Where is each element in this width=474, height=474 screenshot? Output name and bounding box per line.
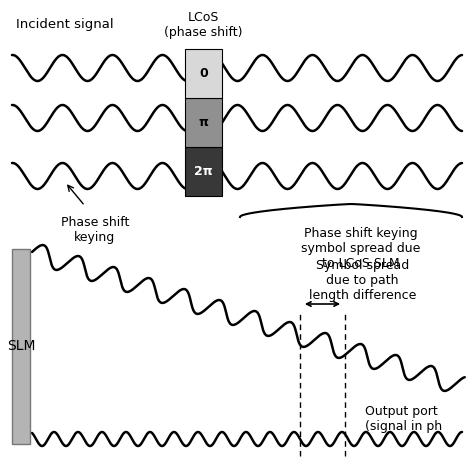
Text: 0: 0 [199,67,208,80]
Bar [185,98,222,147]
Text: Symbol spread
due to path
length difference: Symbol spread due to path length differe… [309,259,416,302]
Text: 2π: 2π [194,165,213,178]
Text: Phase shift keying
symbol spread due
to LCoS SLM: Phase shift keying symbol spread due to … [301,227,421,270]
Text: Output port
(signal in ph: Output port (signal in ph [365,405,442,433]
Text: LCoS
(phase shift): LCoS (phase shift) [164,11,243,39]
Text: π: π [199,116,209,129]
Text: SLM: SLM [7,339,35,353]
Bar [185,147,222,196]
Text: Phase shift
keying: Phase shift keying [61,216,129,244]
Text: Incident signal: Incident signal [16,18,114,30]
Bar [12,249,30,444]
Bar [185,49,222,98]
